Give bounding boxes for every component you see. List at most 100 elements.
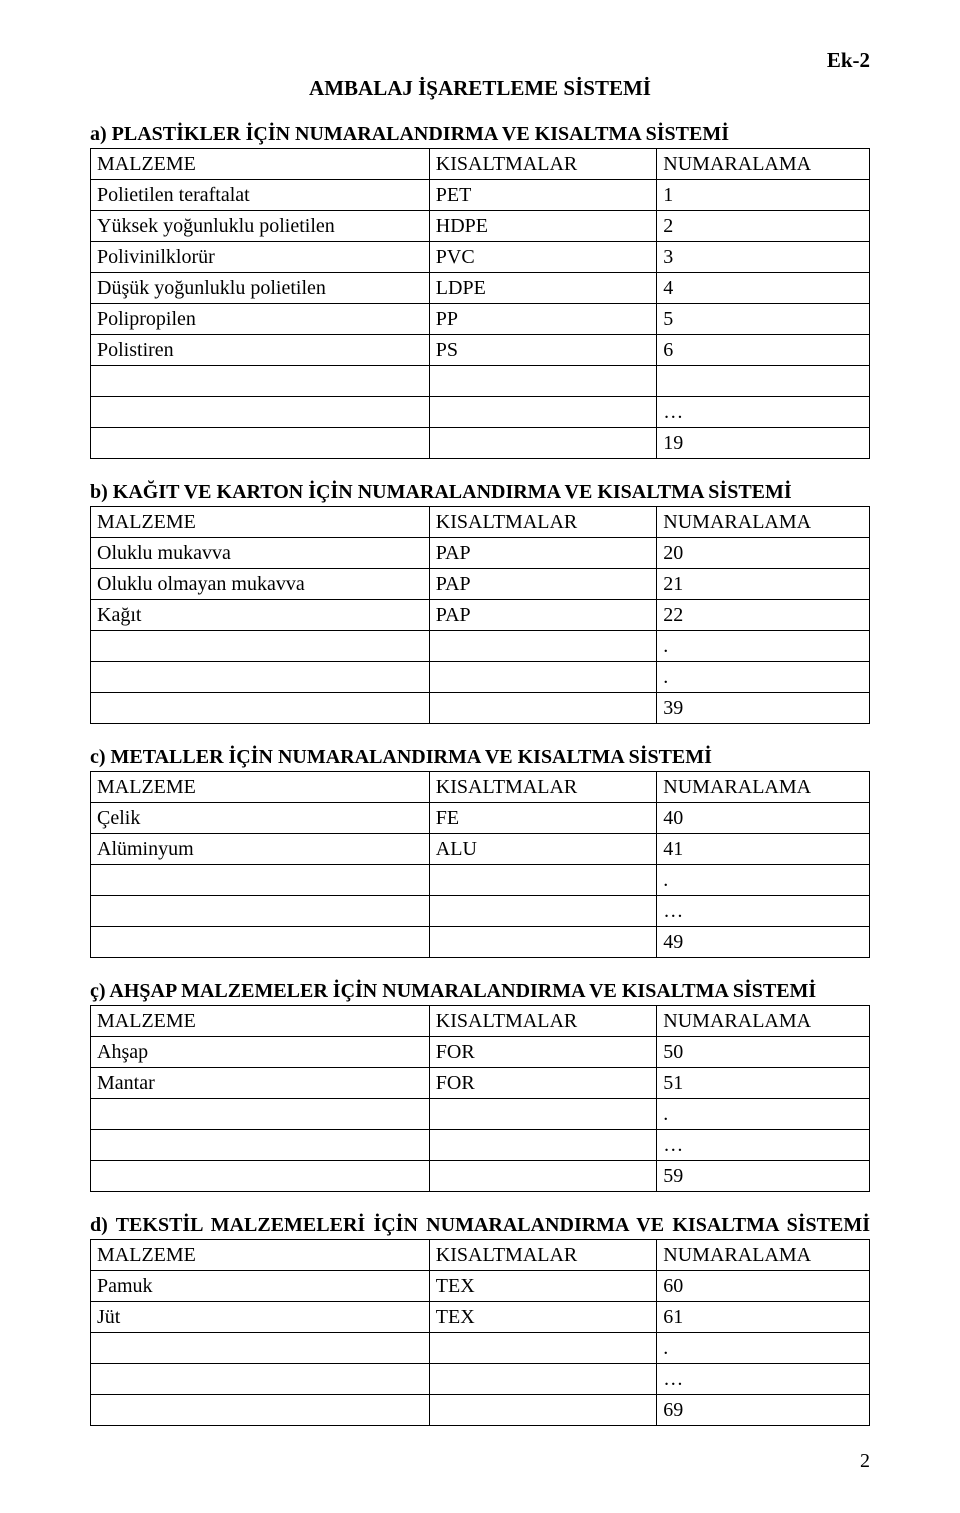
table-row: JütTEX61 — [91, 1302, 870, 1333]
table-cell — [91, 366, 430, 397]
table-row: … — [91, 1364, 870, 1395]
table-cell — [429, 428, 657, 459]
section-title: c) METALLER İÇİN NUMARALANDIRMA VE KISAL… — [90, 746, 870, 769]
table-header-cell: MALZEME — [91, 149, 430, 180]
table-cell: Çelik — [91, 803, 430, 834]
table-header-cell: KISALTMALAR — [429, 149, 657, 180]
table-cell: PVC — [429, 242, 657, 273]
table-row: AhşapFOR50 — [91, 1037, 870, 1068]
table-cell: PP — [429, 304, 657, 335]
table-row: 69 — [91, 1395, 870, 1426]
table-cell: 61 — [657, 1302, 870, 1333]
table-cell: 5 — [657, 304, 870, 335]
table-cell: Oluklu mukavva — [91, 538, 430, 569]
table-cell: FOR — [429, 1037, 657, 1068]
table-header-cell: NUMARALAMA — [657, 1240, 870, 1271]
table-header-cell: KISALTMALAR — [429, 1006, 657, 1037]
table-cell: Jüt — [91, 1302, 430, 1333]
table-header-cell: KISALTMALAR — [429, 507, 657, 538]
table-cell — [429, 1333, 657, 1364]
table-cell: HDPE — [429, 211, 657, 242]
table-cell: FE — [429, 803, 657, 834]
main-title: AMBALAJ İŞARETLEME SİSTEMİ — [90, 76, 870, 101]
table-row: Oluklu olmayan mukavvaPAP21 — [91, 569, 870, 600]
table-cell — [91, 1130, 430, 1161]
table-cell: … — [657, 397, 870, 428]
table-cell — [429, 865, 657, 896]
table-header-row: MALZEMEKISALTMALARNUMARALAMA — [91, 772, 870, 803]
table-cell: Polietilen teraftalat — [91, 180, 430, 211]
table-cell: Ahşap — [91, 1037, 430, 1068]
table-cell — [429, 1364, 657, 1395]
table-row: . — [91, 865, 870, 896]
table-row: . — [91, 1333, 870, 1364]
table-cell — [429, 366, 657, 397]
page-container: Ek-2 AMBALAJ İŞARETLEME SİSTEMİ a) PLAST… — [0, 0, 960, 1513]
table-cell: 69 — [657, 1395, 870, 1426]
table-cell — [429, 662, 657, 693]
page-number: 2 — [860, 1450, 870, 1473]
table-row: 59 — [91, 1161, 870, 1192]
table-cell: PS — [429, 335, 657, 366]
table-cell: PET — [429, 180, 657, 211]
section-table: MALZEMEKISALTMALARNUMARALAMA Polietilen t… — [90, 148, 870, 459]
table-cell: PAP — [429, 538, 657, 569]
table-header-cell: MALZEME — [91, 507, 430, 538]
table-row: 19 — [91, 428, 870, 459]
table-row: … — [91, 896, 870, 927]
table-cell: Mantar — [91, 1068, 430, 1099]
table-cell — [91, 865, 430, 896]
table-cell: 59 — [657, 1161, 870, 1192]
sections-container: a) PLASTİKLER İÇİN NUMARALANDIRMA VE KIS… — [90, 123, 870, 1426]
table-cell — [91, 1364, 430, 1395]
table-cell — [91, 397, 430, 428]
section-table: MALZEMEKISALTMALARNUMARALAMAPamukTEX60Jü… — [90, 1239, 870, 1426]
table-cell — [429, 1161, 657, 1192]
table-row: Yüksek yoğunluklu polietilenHDPE2 — [91, 211, 870, 242]
table-cell: FOR — [429, 1068, 657, 1099]
table-header-cell: NUMARALAMA — [657, 149, 870, 180]
table-cell: 19 — [657, 428, 870, 459]
table-cell: LDPE — [429, 273, 657, 304]
section-table: MALZEMEKISALTMALARNUMARALAMAAhşapFOR50Ma… — [90, 1005, 870, 1192]
table-cell — [91, 1333, 430, 1364]
table-cell — [429, 693, 657, 724]
table-row: Oluklu mukavvaPAP20 — [91, 538, 870, 569]
table-cell: Yüksek yoğunluklu polietilen — [91, 211, 430, 242]
table-cell — [429, 1130, 657, 1161]
table-cell: 51 — [657, 1068, 870, 1099]
table-cell: Polivinilklorür — [91, 242, 430, 273]
table-cell — [429, 927, 657, 958]
table-cell — [91, 1395, 430, 1426]
table-cell: Polipropilen — [91, 304, 430, 335]
table-cell: Düşük yoğunluklu polietilen — [91, 273, 430, 304]
table-cell: 22 — [657, 600, 870, 631]
table-cell: … — [657, 896, 870, 927]
section-title: b) KAĞIT VE KARTON İÇİN NUMARALANDIRMA V… — [90, 481, 870, 504]
table-cell: 21 — [657, 569, 870, 600]
table-header-row: MALZEMEKISALTMALARNUMARALAMA — [91, 507, 870, 538]
table-cell: Polistiren — [91, 335, 430, 366]
table-header-cell: NUMARALAMA — [657, 1006, 870, 1037]
table-cell: 1 — [657, 180, 870, 211]
table-cell: … — [657, 1130, 870, 1161]
section-title: a) PLASTİKLER İÇİN NUMARALANDIRMA VE KIS… — [90, 123, 870, 146]
table-cell: Kağıt — [91, 600, 430, 631]
table-row: . — [91, 1099, 870, 1130]
table-cell — [91, 1099, 430, 1130]
table-cell: . — [657, 865, 870, 896]
table-header-cell: KISALTMALAR — [429, 772, 657, 803]
table-cell: TEX — [429, 1302, 657, 1333]
table-cell: … — [657, 1364, 870, 1395]
table-cell — [429, 1395, 657, 1426]
table-row: PolivinilklorürPVC3 — [91, 242, 870, 273]
table-cell: ALU — [429, 834, 657, 865]
table-cell: 41 — [657, 834, 870, 865]
table-cell: 4 — [657, 273, 870, 304]
table-cell: 2 — [657, 211, 870, 242]
section-table: MALZEMEKISALTMALARNUMARALAMAOluklu mukav… — [90, 506, 870, 724]
table-cell — [429, 1099, 657, 1130]
table-row: MantarFOR51 — [91, 1068, 870, 1099]
table-cell: 3 — [657, 242, 870, 273]
table-row: KağıtPAP22 — [91, 600, 870, 631]
